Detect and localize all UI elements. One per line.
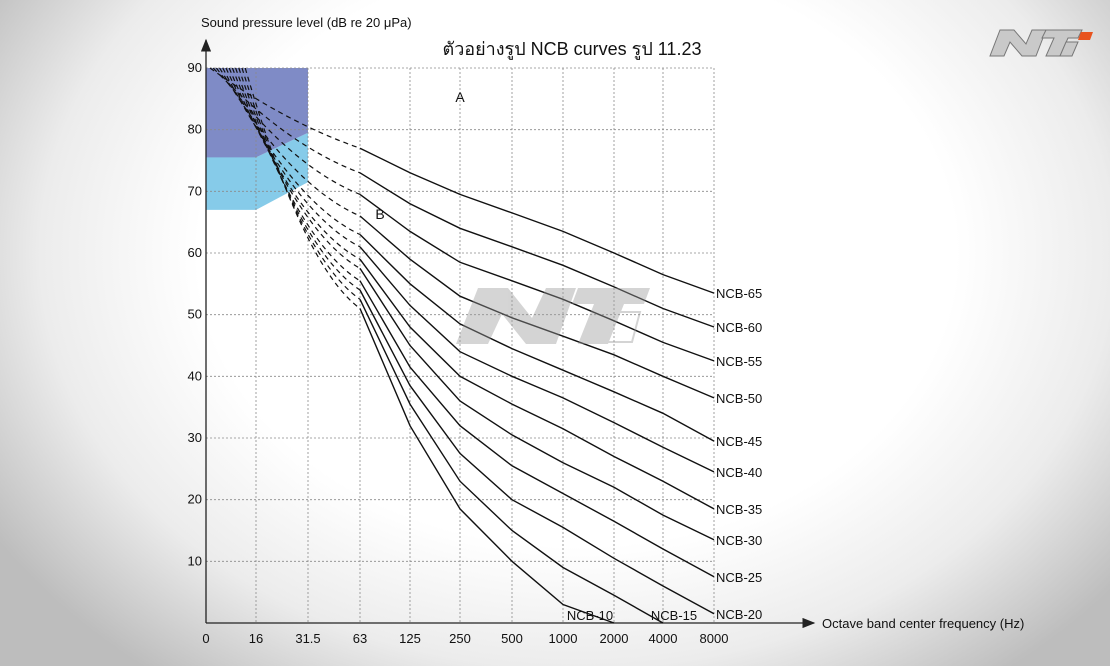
x-tick-label: 63 — [353, 631, 367, 646]
watermark-logo — [456, 288, 650, 344]
series-label: NCB-30 — [716, 533, 762, 548]
x-tick-label: 1000 — [549, 631, 578, 646]
x-tick-label: 2000 — [600, 631, 629, 646]
y-tick-label: 10 — [188, 553, 202, 568]
y-tick-label: 70 — [188, 183, 202, 198]
series-line — [359, 308, 615, 624]
series-line — [359, 298, 664, 624]
series-extension-dashed — [235, 67, 361, 282]
series-line — [359, 258, 715, 510]
x-axis-label: Octave band center frequency (Hz) — [822, 616, 1024, 631]
series-extension-dashed — [222, 67, 361, 236]
series-extension-dashed — [215, 67, 361, 195]
x-tick-label: 31.5 — [295, 631, 320, 646]
series-labels-layer: NCB-65 NCB-60 NCB-55 NCB-50 NCB-45 NCB-40 NCB-… — [567, 286, 762, 623]
y-tick-label: 40 — [188, 368, 202, 383]
series-extension-dashed — [231, 67, 361, 269]
series-line — [359, 215, 715, 399]
series-line — [359, 268, 715, 541]
series-line — [359, 234, 715, 442]
series-label: NCB-60 — [716, 320, 762, 335]
series-line — [359, 280, 715, 578]
x-tick-label: 0 — [202, 631, 209, 646]
series-label: NCB-20 — [716, 607, 762, 622]
series-line — [359, 246, 715, 473]
series-extension-dashed — [212, 67, 361, 174]
series-extension-dashed — [219, 67, 361, 217]
x-tick-label: 500 — [501, 631, 523, 646]
series-label: NCB-10 — [567, 608, 613, 623]
region-b-label: B — [375, 206, 384, 222]
series-extension-dashed — [241, 67, 361, 300]
y-tick-label: 80 — [188, 122, 202, 137]
region-a-label: A — [455, 89, 465, 105]
series-line — [359, 147, 715, 294]
x-tick-label: 4000 — [649, 631, 678, 646]
series-label: NCB-50 — [716, 391, 762, 406]
series-extension-dashed — [228, 67, 361, 260]
y-tick-label: 20 — [188, 492, 202, 507]
series-label: NCB-15 — [651, 608, 697, 623]
y-tick-label: 30 — [188, 430, 202, 445]
chart-title: ตัวอย่างรูป NCB curves รูป 11.23 — [443, 39, 702, 60]
x-tick-label: 125 — [399, 631, 421, 646]
series-extension-dashed — [238, 67, 361, 291]
regions-layer — [206, 68, 308, 210]
y-tick-label: 60 — [188, 245, 202, 260]
y-tick-label: 50 — [188, 307, 202, 322]
series-label: NCB-45 — [716, 434, 762, 449]
series-extension-dashed — [225, 67, 361, 248]
xtick-layer: 0 16 31.5 63 125 250 500 1000 2000 4000 8000 — [202, 631, 728, 646]
x-tick-label: 8000 — [700, 631, 729, 646]
series-label: NCB-65 — [716, 286, 762, 301]
series-label: NCB-35 — [716, 502, 762, 517]
brand-logo — [989, 29, 1093, 57]
series-line — [359, 289, 715, 615]
x-tick-label: 250 — [449, 631, 471, 646]
curves-layer — [209, 67, 715, 624]
series-extension-dashed — [209, 67, 361, 149]
y-tick-label: 90 — [188, 60, 202, 75]
series-line — [359, 193, 715, 362]
series-label: NCB-55 — [716, 354, 762, 369]
y-axis-label: Sound pressure level (dB re 20 μPa) — [201, 15, 412, 30]
series-line — [359, 172, 715, 328]
x-tick-label: 16 — [249, 631, 263, 646]
ytick-layer: 10 20 30 40 50 60 70 80 90 — [188, 60, 202, 568]
series-label: NCB-25 — [716, 570, 762, 585]
series-label: NCB-40 — [716, 465, 762, 480]
